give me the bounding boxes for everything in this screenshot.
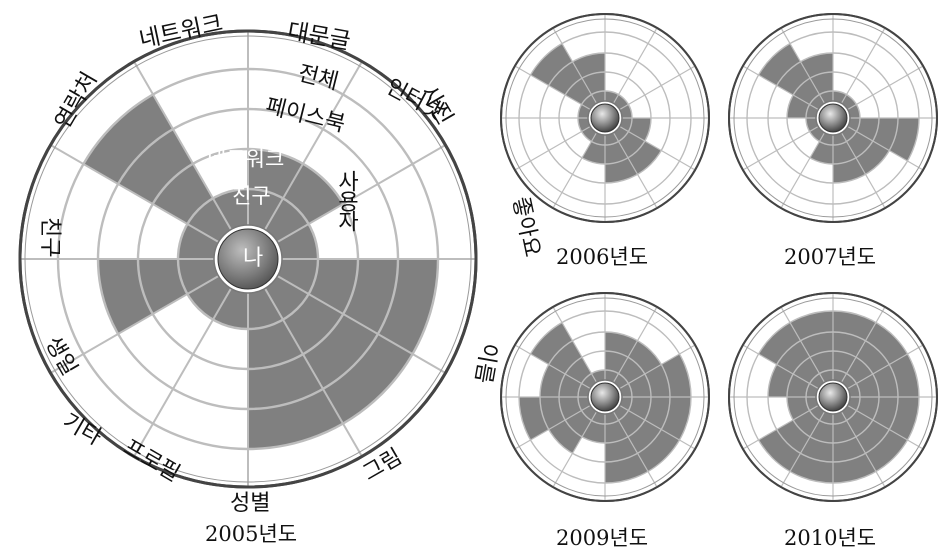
radial-panel-2010년도 [729, 293, 937, 501]
hub [819, 383, 847, 411]
year-label-2009: 2009년도 [556, 526, 648, 550]
year-label-2010: 2010년도 [784, 526, 876, 550]
inner-label-chingu: 친구 [232, 184, 271, 208]
radial-panel-2009년도 [501, 293, 709, 501]
inner-label-network: 네트워크 [207, 147, 284, 171]
label-seongbyeol: 성별 [230, 491, 270, 516]
center-label: 나 [243, 246, 263, 271]
hub [591, 383, 619, 411]
radial-panel-2006년도 [501, 14, 709, 222]
year-label-2005: 2005년도 [205, 522, 297, 546]
year-label-2006: 2006년도 [556, 245, 648, 269]
label-ireum: 이름 [470, 341, 502, 385]
label-chingu: 친구 [37, 217, 62, 257]
year-label-2007: 2007년도 [784, 245, 876, 269]
hub [819, 104, 847, 132]
hub [591, 104, 619, 132]
label-sayongja: 사용자 [334, 170, 359, 232]
label-joayo: 좋아요 [507, 195, 544, 260]
radial-panel-2007년도 [729, 14, 937, 222]
